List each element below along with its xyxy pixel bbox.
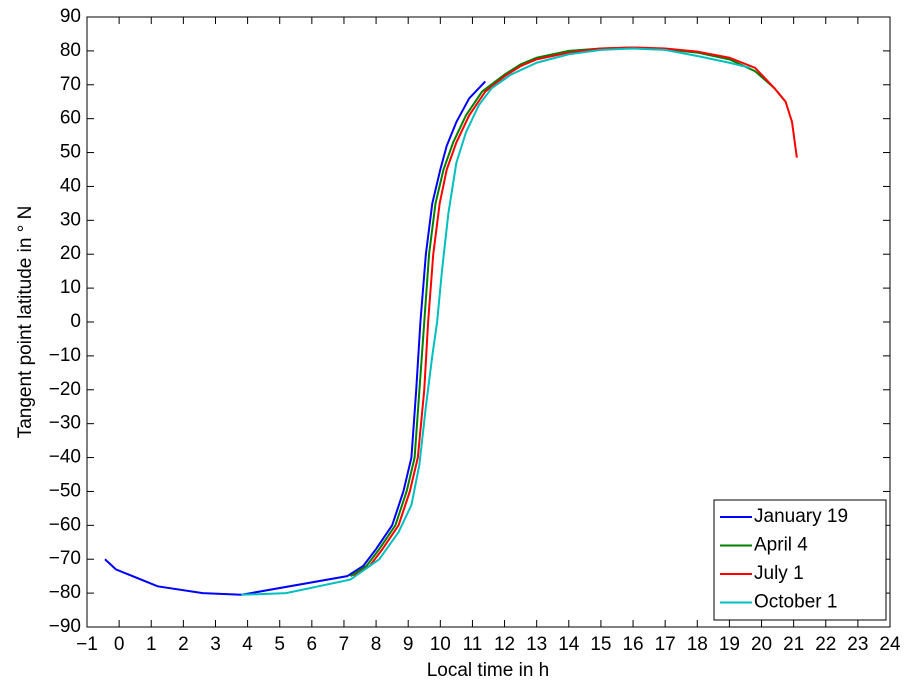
x-tick-label: 11: [463, 634, 483, 655]
x-tick-label: 17: [655, 634, 676, 655]
y-tick-label: 20: [60, 243, 81, 264]
legend-box: [713, 499, 887, 621]
y-tick-label: 30: [60, 209, 81, 230]
x-tick-label: 15: [590, 634, 611, 655]
y-tick-label: 50: [60, 142, 81, 163]
y-tick-label: 60: [60, 108, 81, 129]
x-tick-label: −1: [76, 634, 98, 655]
x-tick-label: 21: [783, 634, 804, 655]
x-tick-label: 9: [403, 634, 414, 655]
x-tick-label: 8: [371, 634, 382, 655]
x-tick-label: 2: [178, 634, 189, 655]
y-tick-label: −50: [49, 480, 81, 501]
y-tick-label: −70: [49, 548, 81, 569]
y-tick-label: 70: [60, 74, 81, 95]
data-line: [104, 80, 487, 596]
x-tick-label: 13: [526, 634, 547, 655]
x-axis-label: Local time in h: [427, 660, 550, 681]
x-tick-label: 18: [687, 634, 708, 655]
legend-label: October 1: [754, 592, 837, 613]
y-tick-label: 90: [60, 6, 81, 27]
y-tick-label: 0: [70, 311, 81, 332]
x-tick-label: 5: [274, 634, 285, 655]
x-tick-label: 6: [307, 634, 318, 655]
x-tick-label: 0: [114, 634, 125, 655]
x-tick-label: 24: [879, 634, 901, 655]
y-tick-label: 10: [60, 277, 81, 298]
y-tick-label: −10: [49, 345, 81, 366]
y-tick-label: 80: [60, 40, 81, 61]
y-tick-label: −90: [49, 616, 81, 637]
x-tick-label: 4: [242, 634, 253, 655]
x-tick-label: 1: [146, 634, 157, 655]
x-tick-label: 19: [719, 634, 740, 655]
y-tick-label: −60: [49, 514, 81, 535]
y-tick-label: −30: [49, 413, 81, 434]
x-tick-label: 10: [430, 634, 451, 655]
x-tick-label: 3: [210, 634, 221, 655]
y-axis-label: Tangent point latitude in ° N: [15, 206, 36, 439]
y-tick-label: −20: [49, 379, 81, 400]
y-tick-label: −40: [49, 447, 81, 468]
plot-frame: [86, 16, 891, 628]
data-line: [241, 47, 751, 596]
x-tick-label: 7: [339, 634, 350, 655]
x-tick-label: 14: [558, 634, 580, 655]
legend-label: January 19: [754, 506, 848, 527]
x-tick-label: 22: [815, 634, 836, 655]
x-tick-label: 23: [847, 634, 868, 655]
y-tick-label: −80: [49, 582, 81, 603]
x-tick-label: 12: [494, 634, 515, 655]
legend-label: July 1: [754, 563, 804, 584]
data-line: [353, 46, 798, 578]
x-tick-label: 20: [751, 634, 772, 655]
y-tick-label: 40: [60, 175, 81, 196]
x-tick-label: 16: [622, 634, 643, 655]
legend-label: April 4: [754, 535, 808, 556]
